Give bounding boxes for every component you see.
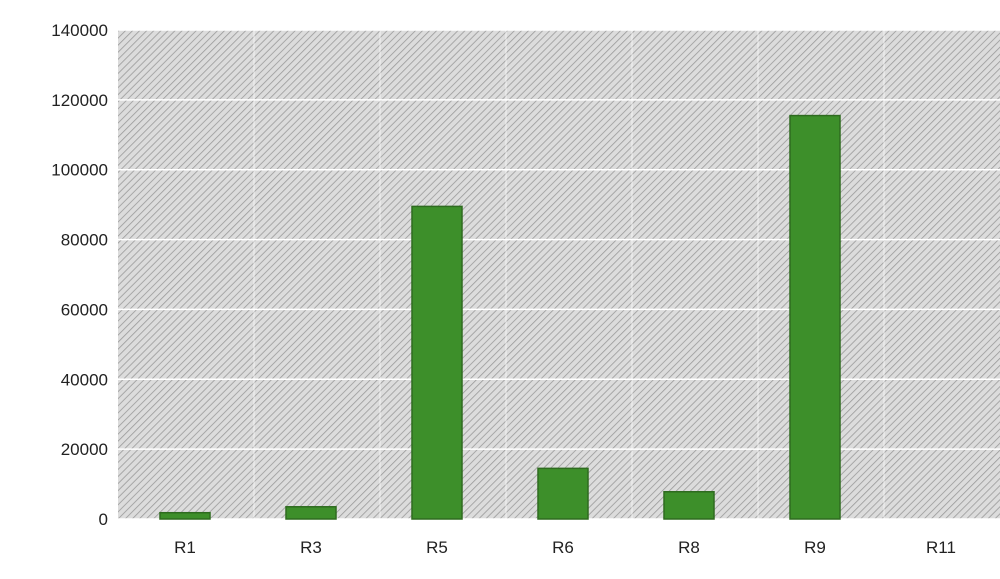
y-tick-label: 120000 [51, 91, 108, 110]
bar-r8 [663, 491, 715, 520]
bar-r6 [537, 467, 589, 520]
y-tick-label: 40000 [61, 370, 108, 389]
bar-r3 [285, 506, 337, 520]
bar-r9 [789, 114, 841, 520]
y-tick-label: 20000 [61, 440, 108, 459]
x-tick-label: R5 [426, 538, 448, 557]
y-tick-label: 140000 [51, 21, 108, 40]
gridlines [118, 29, 1000, 520]
plot-area [118, 30, 1000, 519]
x-tick-label: R1 [174, 538, 196, 557]
x-tick-label: R3 [300, 538, 322, 557]
y-tick-label: 0 [99, 510, 108, 529]
y-tick-label: 80000 [61, 231, 108, 250]
x-tick-label: R8 [678, 538, 700, 557]
x-tick-label: R9 [804, 538, 826, 557]
x-tick-label: R6 [552, 538, 574, 557]
x-axis: R1 R3 R5 R6 R8 R9 R11 [174, 538, 956, 557]
bars [159, 114, 841, 520]
bar-r1 [159, 511, 211, 520]
y-axis: 0 20000 40000 60000 80000 100000 120000 140000 [51, 21, 108, 529]
y-tick-label: 100000 [51, 161, 108, 180]
bar-r5 [411, 205, 463, 520]
x-tick-label: R11 [926, 538, 956, 557]
y-tick-label: 60000 [61, 300, 108, 319]
